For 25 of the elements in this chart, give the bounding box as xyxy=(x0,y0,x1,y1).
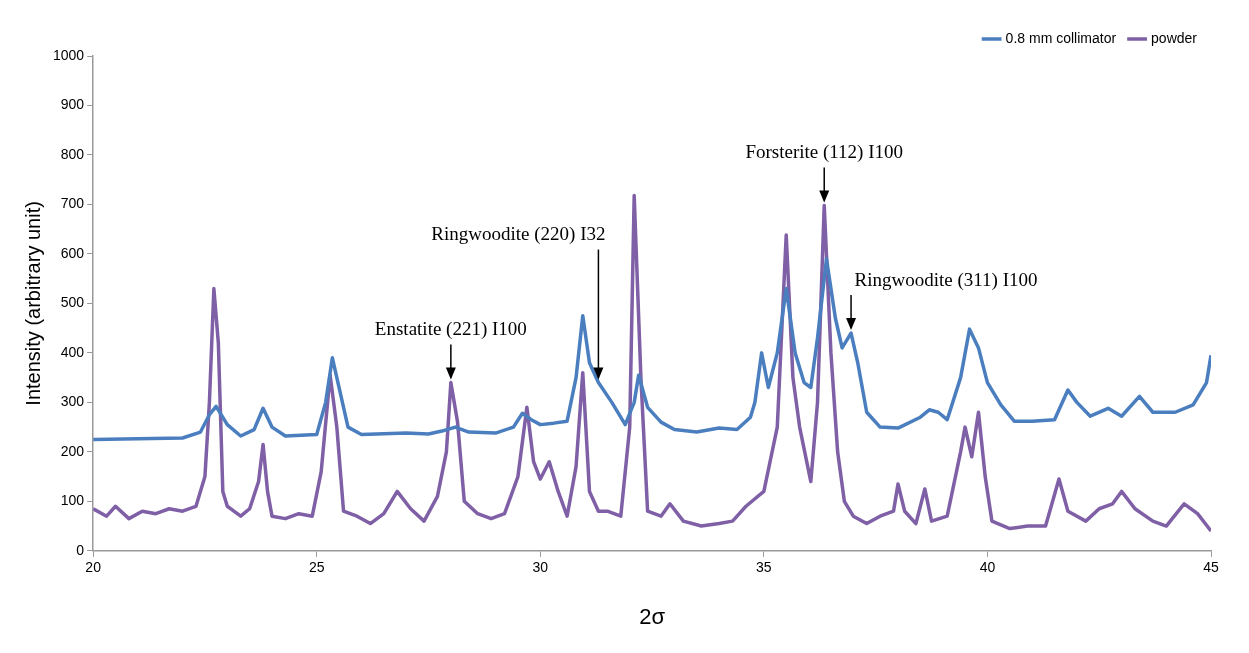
x-tick-label: 20 xyxy=(85,559,102,576)
legend-label: 0.8 mm collimator xyxy=(1005,29,1117,46)
annotation: Enstatite (221) I100 xyxy=(374,318,527,341)
x-tick-label: 45 xyxy=(1203,559,1219,576)
x-tick-label: 25 xyxy=(308,559,325,576)
x-tick-label: 40 xyxy=(979,559,996,576)
y-tick-label: 500 xyxy=(60,294,85,311)
legend-label: powder xyxy=(1151,29,1198,46)
y-axis-title: Intensity (arbitrary unit) xyxy=(21,201,44,406)
annotation: Ringwoodite (220) I32 xyxy=(431,223,606,246)
y-tick-label: 700 xyxy=(60,195,85,212)
x-tick-label: 35 xyxy=(756,559,772,576)
y-tick-label: 300 xyxy=(60,393,85,410)
y-tick-label: 100 xyxy=(60,492,85,509)
annotation: Ringwoodite (311) I100 xyxy=(854,268,1038,291)
x-axis-title: 2σ xyxy=(639,603,666,629)
y-tick-label: 900 xyxy=(60,96,85,113)
y-tick-label: 800 xyxy=(60,145,85,162)
y-tick-label: 1000 xyxy=(52,46,85,63)
annotation: Forsterite (112) I100 xyxy=(745,140,904,163)
y-tick-label: 600 xyxy=(60,244,85,261)
y-tick-label: 0 xyxy=(76,541,85,558)
x-tick-label: 30 xyxy=(532,559,549,576)
y-tick-label: 400 xyxy=(60,343,85,360)
y-tick-label: 200 xyxy=(60,442,85,459)
